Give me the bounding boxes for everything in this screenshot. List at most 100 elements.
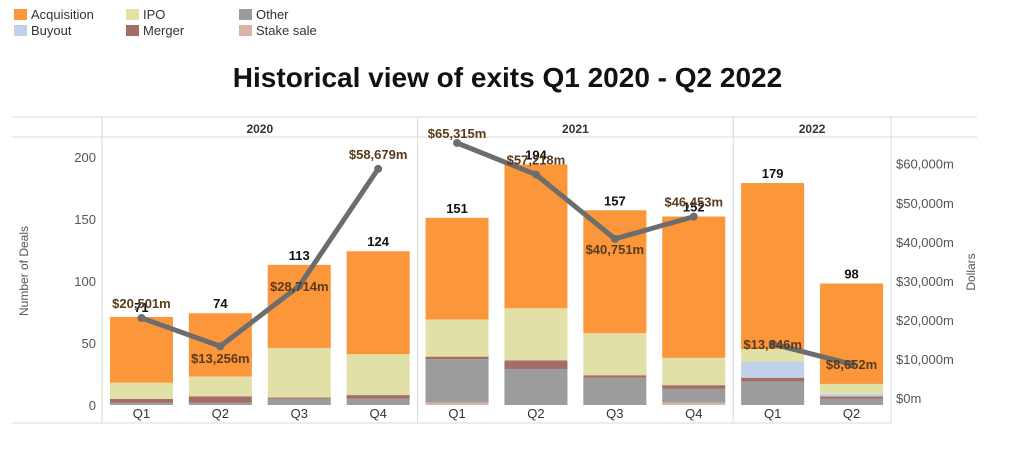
dollars-point[interactable] [768,339,777,348]
bar-segment-merger[interactable] [583,375,647,378]
bar-segment-acquisition[interactable] [346,251,410,355]
bar-total-label: 179 [762,166,784,181]
legend-label-ipo: IPO [143,6,166,22]
bar-segment-merger[interactable] [741,377,805,382]
bar-segment-ipo[interactable] [662,357,726,386]
legend-item-merger[interactable]: Merger [126,23,184,38]
dollars-label: $57,218m [507,153,566,168]
bar-segment-stake-sale[interactable] [662,402,726,405]
bar-segment-other[interactable] [662,388,726,403]
legend-item-acquisition[interactable]: Acquisition [14,6,94,22]
chart-title: Historical view of exits Q1 2020 - Q2 20… [232,62,783,93]
dollars-point[interactable] [453,138,462,147]
legend-swatch-ipo [126,8,139,20]
bar-total-label: 152 [683,200,705,215]
dollars-label: $46,453m [664,195,723,210]
bar-segment-ipo[interactable] [267,347,331,398]
bar-segment-stake-sale[interactable] [425,402,489,405]
legend-label-acquisition: Acquisition [31,6,94,22]
bar-segment-ipo[interactable] [583,333,647,376]
y-axis-title: Number of Deals [17,226,31,316]
dollars-label: $58,679m [349,147,408,162]
bar-total-label: 74 [213,296,228,311]
bar-segment-other[interactable] [346,398,410,405]
y2-tick-label: $10,000m [896,352,954,367]
bar-segment-acquisition[interactable] [267,264,331,348]
dollars-line-segment [770,341,855,367]
y2-axis-title: Dollars [964,253,978,290]
legend-label-other: Other [256,6,289,22]
legend-label-stake-sale: Stake sale [256,22,317,38]
bar-segment-merger[interactable] [346,395,410,399]
dollars-label: $20,501m [112,296,171,311]
bar-segment-merger[interactable] [662,385,726,389]
bar-segment-other[interactable] [583,377,647,405]
legend-item-other[interactable]: Other [239,6,289,22]
x-tick-label: Q2 [527,406,544,421]
legend-item-ipo[interactable]: IPO [126,6,166,22]
bar-segment-other[interactable] [820,398,884,405]
x-tick-label: Q4 [685,406,702,421]
bar-segment-acquisition[interactable] [583,210,647,334]
bar-segment-other[interactable] [425,359,489,403]
bar-total-label: 98 [844,266,858,281]
bar-segment-other[interactable] [267,398,331,405]
bar-segment-merger[interactable] [267,397,331,399]
legend-swatch-acquisition [14,8,27,20]
dollars-line-segment [138,166,381,349]
x-tick-label: Q4 [369,406,386,421]
bar-segment-merger[interactable] [188,396,252,403]
bar-segment-acquisition[interactable] [425,217,489,320]
bar-total-label: 71 [134,300,148,315]
legend-item-buyout[interactable]: Buyout [14,22,72,38]
x-tick-label: Q3 [291,406,308,421]
bar-segment-other[interactable] [504,369,568,405]
legend-item-stake-sale[interactable]: Stake sale [239,22,317,38]
y-tick-label: 50 [82,336,96,351]
dollars-line-segment [454,140,697,242]
y2-tick-label: $0m [896,391,921,406]
bar-segment-other[interactable] [109,402,173,405]
bar-segment-acquisition[interactable] [504,164,568,309]
bar-segment-buyout[interactable] [741,361,805,378]
dollars-point[interactable] [137,313,146,322]
bar-segment-ipo[interactable] [820,383,884,394]
y-tick-label: 200 [74,150,96,165]
year-label: 2020 [246,122,273,136]
bar-total-label: 151 [446,201,468,216]
dollars-label: $8,652m [826,357,877,372]
bar-segment-ipo[interactable] [188,376,252,397]
bar-segment-merger[interactable] [425,356,489,360]
legend-swatch-stake-sale [239,24,252,36]
bar-segment-ipo[interactable] [425,319,489,357]
bar-segment-ipo[interactable] [504,308,568,361]
bar-segment-buyout[interactable] [820,393,884,397]
dollars-point[interactable] [531,170,540,179]
bar-segment-merger[interactable] [820,396,884,399]
bar-segment-other[interactable] [741,381,805,405]
bar-total-label: 124 [367,234,389,249]
bar-segment-merger[interactable] [109,398,173,403]
y2-tick-label: $20,000m [896,313,954,328]
dollars-point[interactable] [689,212,698,221]
y-tick-label: 150 [74,212,96,227]
y2-tick-label: $50,000m [896,196,954,211]
bar-segment-other[interactable] [188,402,252,405]
legend-label-buyout: Buyout [31,22,72,38]
bar-segment-acquisition[interactable] [741,183,805,350]
dollars-point[interactable] [295,281,304,290]
bar-segment-ipo[interactable] [346,354,410,396]
dollars-point[interactable] [374,164,383,173]
bar-segment-ipo[interactable] [741,349,805,362]
bar-segment-ipo[interactable] [109,382,173,399]
bar-segment-acquisition[interactable] [662,216,726,358]
dollars-label: $13,256m [191,351,250,366]
bar-total-label: 157 [604,193,626,208]
dollars-point[interactable] [216,342,225,351]
dollars-point[interactable] [610,234,619,243]
dollars-point[interactable] [847,360,856,369]
bar-segment-merger[interactable] [504,360,568,370]
y2-tick-label: $60,000m [896,157,954,172]
legend-swatch-buyout [14,24,27,36]
